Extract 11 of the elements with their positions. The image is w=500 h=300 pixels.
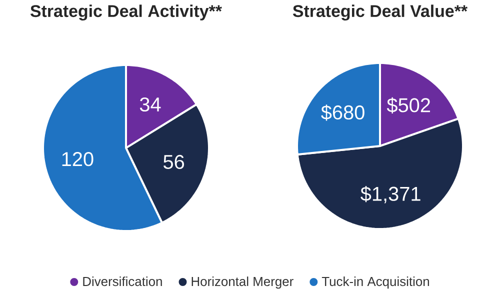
data-label: 56 xyxy=(164,154,184,170)
data-label: 34 xyxy=(140,97,161,112)
data-label: $502 xyxy=(386,97,430,114)
data-label: $1,371 xyxy=(360,186,420,204)
chart-title: Strategic Deal Activity** xyxy=(30,4,222,21)
legend-label: Tuck-in Acquisition xyxy=(322,276,429,289)
data-label: 120 xyxy=(62,152,94,166)
chart-title: Strategic Deal Value** xyxy=(292,4,468,21)
legend-label: Horizontal Merger xyxy=(192,276,294,289)
legend-label: Diversification xyxy=(83,276,162,286)
data-label: $680 xyxy=(321,104,364,121)
